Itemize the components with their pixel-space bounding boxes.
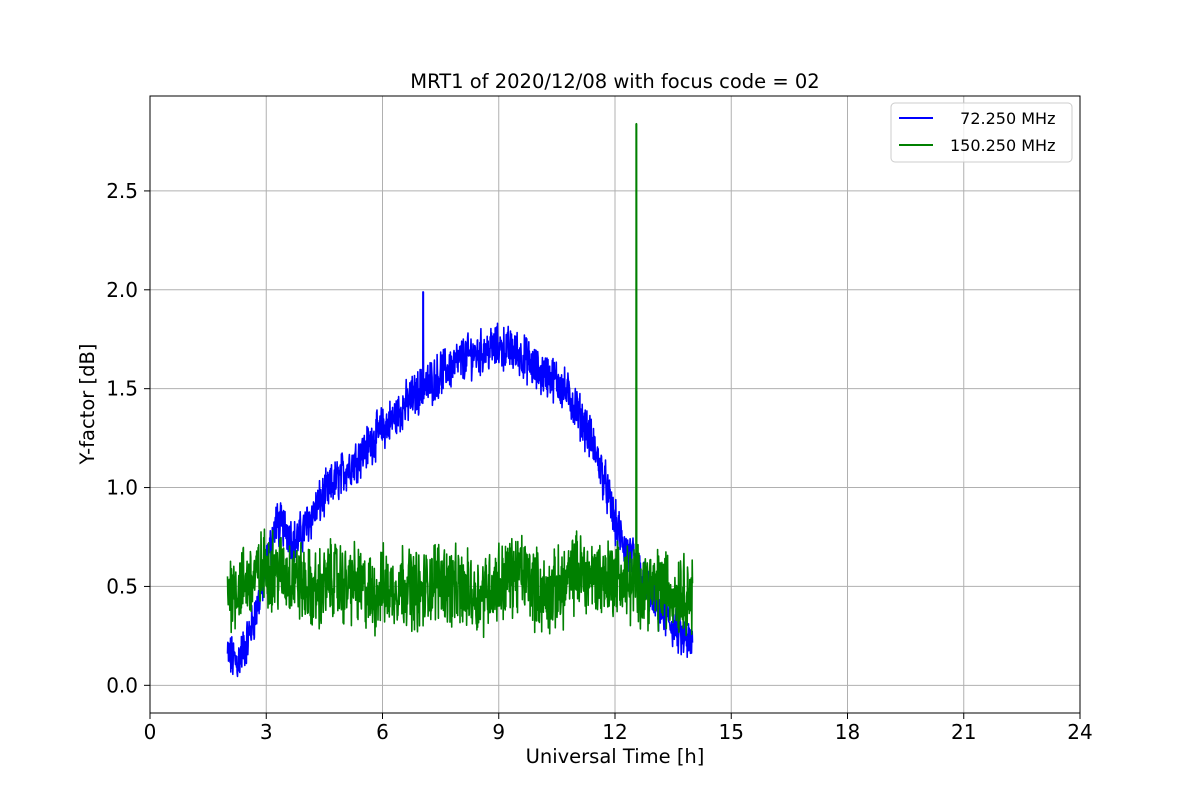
x-tick-label: 24	[1067, 720, 1092, 744]
x-tick-label: 21	[951, 720, 976, 744]
x-tick-label: 15	[719, 720, 744, 744]
grid-lines	[149, 96, 1081, 713]
x-tick-label: 0	[144, 720, 157, 744]
x-tick-label: 3	[260, 720, 273, 744]
x-tick-label: 18	[835, 720, 860, 744]
x-tick-label: 9	[492, 720, 505, 744]
y-tick-label: 2.0	[106, 278, 138, 302]
axis-ticks: 0 3 6 9 12 15 18 21 24 0.0 0.5 1.0 1.5 2.0 2.5	[106, 179, 1093, 744]
legend: 72.250 MHz 150.250 MHz	[890, 102, 1073, 163]
x-axis-label: Universal Time [h]	[526, 745, 705, 768]
legend-label-72mhz: 72.250 MHz	[950, 109, 1055, 128]
y-axis-label: Y-factor [dB]	[76, 344, 99, 466]
y-tick-label: 1.0	[106, 476, 138, 500]
x-tick-label: 12	[602, 720, 627, 744]
y-tick-label: 0.0	[106, 673, 138, 697]
legend-box	[890, 102, 1073, 163]
series-line-150mhz	[226, 122, 694, 639]
series-lines	[226, 122, 694, 678]
y-tick-label: 1.5	[106, 377, 138, 401]
series-line-72mhz	[226, 290, 694, 678]
legend-label-150mhz: 150.250 MHz	[950, 136, 1055, 155]
x-tick-label: 6	[376, 720, 389, 744]
y-tick-label: 2.5	[106, 179, 138, 203]
chart-title: MRT1 of 2020/12/08 with focus code = 02	[410, 70, 819, 93]
y-tick-label: 0.5	[106, 574, 138, 598]
